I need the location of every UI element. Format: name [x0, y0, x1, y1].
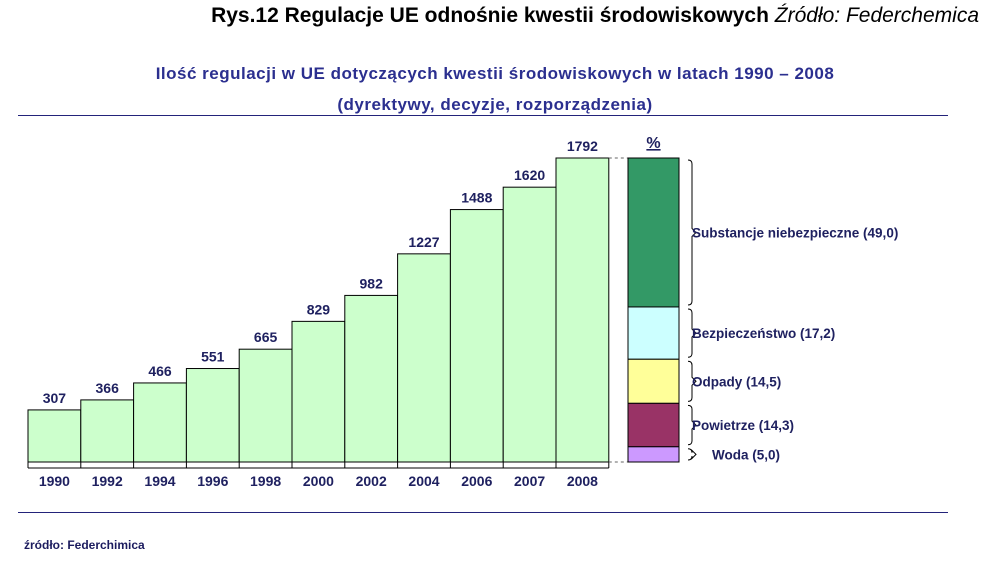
segment-brace — [687, 360, 697, 402]
segment-substancje-niebezpieczne — [627, 157, 680, 308]
x-tick-label: 2007 — [514, 473, 545, 489]
bar-value-label: 1488 — [461, 190, 492, 206]
bar-1996 — [185, 368, 240, 463]
bar-2000 — [291, 320, 346, 463]
chart-title: Ilość regulacji w UE dotyczących kwestii… — [155, 64, 835, 83]
x-tick-label: 1998 — [250, 473, 281, 489]
bar-value-label: 982 — [360, 275, 384, 291]
bar-value-label: 1620 — [514, 167, 545, 183]
x-tick-label: 2004 — [408, 473, 439, 489]
bar-1992 — [80, 399, 135, 463]
bar-value-label: 829 — [307, 301, 331, 317]
bar-value-label: 466 — [148, 363, 172, 379]
bar-value-label: 1792 — [567, 138, 598, 154]
bar-2008 — [555, 157, 610, 463]
chart-subtitle: (dyrektywy, decyzje, rozporządzenia) — [337, 95, 653, 114]
segment-odpady — [627, 358, 680, 404]
footer-source: źródło: Federchimica — [24, 538, 145, 552]
segment-powietrze — [627, 402, 680, 448]
top-divider — [18, 115, 948, 116]
bar-value-label: 665 — [254, 329, 278, 345]
bar-1994 — [133, 382, 187, 463]
bar-value-label: 307 — [43, 390, 67, 406]
bar-value-label: 366 — [96, 380, 120, 396]
x-tick-label: 1996 — [197, 473, 228, 489]
bar-value-label: 551 — [201, 349, 225, 365]
bar-1998 — [238, 348, 293, 463]
bar-2002 — [344, 294, 399, 463]
x-tick-label: 1990 — [39, 473, 70, 489]
x-tick-label: 2006 — [461, 473, 492, 489]
segment-label: Substancje niebezpieczne (49,0) — [692, 225, 898, 240]
segment-label: Odpady (14,5) — [692, 374, 781, 389]
bar-1990 — [27, 409, 82, 463]
x-tick-label: 2002 — [356, 473, 387, 489]
segment-brace — [687, 308, 697, 358]
segment-brace — [687, 448, 697, 461]
bar-2007 — [502, 186, 557, 463]
bottom-divider — [18, 512, 948, 513]
x-tick-label: 1992 — [92, 473, 123, 489]
segment-brace — [687, 159, 697, 306]
segment-label: Bezpieczeństwo (17,2) — [692, 326, 835, 341]
x-tick-label: 1994 — [144, 473, 175, 489]
x-tick-label: 2000 — [303, 473, 334, 489]
bar-2006 — [449, 209, 504, 463]
segment-label: Woda (5,0) — [712, 447, 780, 462]
segment-label: Powietrze (14,3) — [692, 418, 794, 433]
figure-source: Źródło: Federchemica — [774, 4, 979, 27]
figure-title: Rys.12 Regulacje UE odnośnie kwestii śro… — [211, 4, 979, 28]
bar-2004 — [397, 253, 451, 463]
bar-value-label: 1227 — [408, 234, 439, 250]
segment-bezpieczeństwo — [627, 306, 680, 360]
segment-woda — [627, 446, 680, 463]
percent-header: % — [646, 135, 660, 152]
segment-brace — [687, 404, 697, 446]
x-tick-label: 2008 — [567, 473, 598, 489]
figure-title-text: Rys.12 Regulacje UE odnośnie kwestii śro… — [211, 4, 769, 27]
